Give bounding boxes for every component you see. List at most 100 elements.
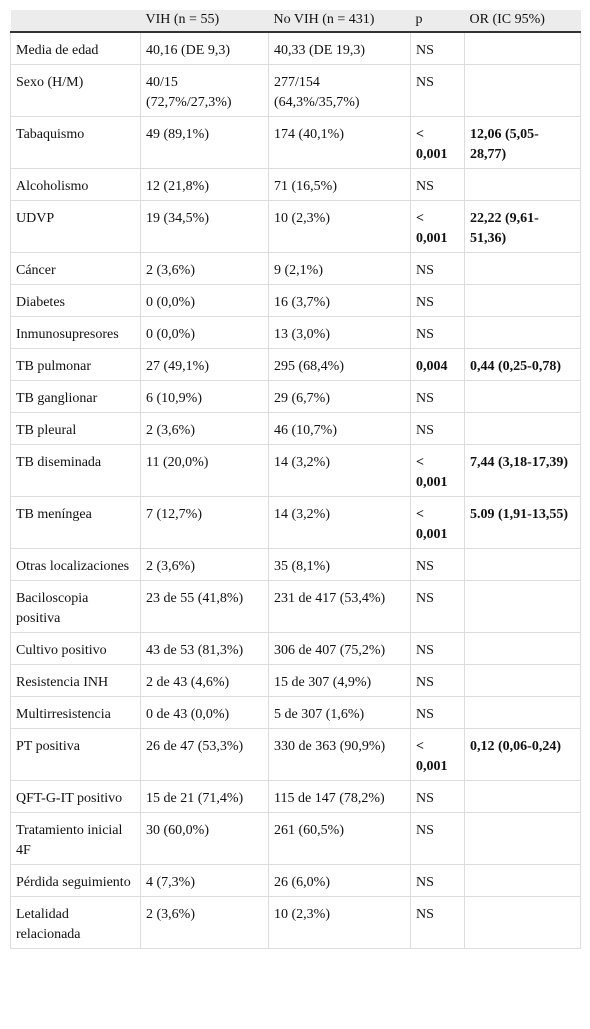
header-row: VIH (n = 55) No VIH (n = 431) p OR (IC 95%) bbox=[10, 10, 581, 33]
header-cell: p bbox=[410, 10, 465, 33]
table-cell: 306 de 407 (75,2%) bbox=[268, 632, 411, 665]
table-row: PT positiva 26 de 47 (53,3%) 330 de 363 (9… bbox=[10, 728, 581, 781]
table-cell: 26 (6,0%) bbox=[268, 864, 411, 897]
data-table: VIH (n = 55) No VIH (n = 431) p OR (IC 95%)… bbox=[10, 10, 581, 949]
table-cell: 231 de 417 (53,4%) bbox=[268, 580, 411, 633]
table-cell: 4 (7,3%) bbox=[140, 864, 269, 897]
table-cell: NS bbox=[410, 64, 465, 117]
table-cell: 35 (8,1%) bbox=[268, 548, 411, 581]
row-label: TB diseminada bbox=[10, 444, 141, 497]
table-row: Letalidad relacionada 2 (3,6%) 10 (2,3%) NS bbox=[10, 896, 581, 949]
table-cell: 11 (20,0%) bbox=[140, 444, 269, 497]
table-row: Diabetes 0 (0,0%) 16 (3,7%) NS bbox=[10, 284, 581, 317]
table-row: TB diseminada 11 (20,0%) 14 (3,2%) < 0,001 7… bbox=[10, 444, 581, 497]
table-cell: 0 (0,0%) bbox=[140, 316, 269, 349]
table-cell: < 0,001 bbox=[410, 728, 465, 781]
table-cell: 15 de 307 (4,9%) bbox=[268, 664, 411, 697]
row-label: Diabetes bbox=[10, 284, 141, 317]
table-cell bbox=[464, 284, 581, 317]
table-cell bbox=[464, 632, 581, 665]
row-label: Letalidad relacionada bbox=[10, 896, 141, 949]
table-cell: < 0,001 bbox=[410, 200, 465, 253]
table-cell: 26 de 47 (53,3%) bbox=[140, 728, 269, 781]
table-cell: NS bbox=[410, 548, 465, 581]
table-cell: 2 (3,6%) bbox=[140, 548, 269, 581]
table-cell: 46 (10,7%) bbox=[268, 412, 411, 445]
row-label: Tabaquismo bbox=[10, 116, 141, 169]
table-cell bbox=[464, 380, 581, 413]
table-cell: NS bbox=[410, 580, 465, 633]
table-cell: 40,16 (DE 9,3) bbox=[140, 31, 269, 65]
table-cell: 2 (3,6%) bbox=[140, 896, 269, 949]
table-cell: NS bbox=[410, 284, 465, 317]
table-cell: 5.09 (1,91-13,55) bbox=[464, 496, 581, 549]
table-cell: 261 (60,5%) bbox=[268, 812, 411, 865]
table-cell: 71 (16,5%) bbox=[268, 168, 411, 201]
row-label: TB ganglionar bbox=[10, 380, 141, 413]
table-cell bbox=[464, 696, 581, 729]
table-cell: 2 (3,6%) bbox=[140, 412, 269, 445]
table-cell: 7 (12,7%) bbox=[140, 496, 269, 549]
table-row: TB pulmonar 27 (49,1%) 295 (68,4%) 0,004 0,4… bbox=[10, 348, 581, 381]
table-row: Tratamiento inicial 4F 30 (60,0%) 261 (60,… bbox=[10, 812, 581, 865]
table-cell: NS bbox=[410, 412, 465, 445]
table-row: Tabaquismo 49 (89,1%) 174 (40,1%) < 0,001 12… bbox=[10, 116, 581, 169]
table-cell: 330 de 363 (90,9%) bbox=[268, 728, 411, 781]
table-cell: < 0,001 bbox=[410, 444, 465, 497]
table-cell: 29 (6,7%) bbox=[268, 380, 411, 413]
table-cell: 0,12 (0,06-0,24) bbox=[464, 728, 581, 781]
table-cell: NS bbox=[410, 316, 465, 349]
row-label: TB pleural bbox=[10, 412, 141, 445]
table-cell bbox=[464, 864, 581, 897]
row-label: Cultivo positivo bbox=[10, 632, 141, 665]
table-cell bbox=[464, 168, 581, 201]
table-cell: 27 (49,1%) bbox=[140, 348, 269, 381]
table-cell: 40,33 (DE 19,3) bbox=[268, 31, 411, 65]
table-row: Media de edad 40,16 (DE 9,3) 40,33 (DE 19,… bbox=[10, 31, 581, 65]
row-label: Resistencia INH bbox=[10, 664, 141, 697]
table-cell: NS bbox=[410, 664, 465, 697]
table-cell: NS bbox=[410, 812, 465, 865]
header-cell bbox=[10, 10, 141, 33]
table-cell bbox=[464, 64, 581, 117]
header-cell: OR (IC 95%) bbox=[464, 10, 581, 33]
table-cell bbox=[464, 812, 581, 865]
table-cell bbox=[464, 252, 581, 285]
row-label: Multirresistencia bbox=[10, 696, 141, 729]
header-cell: VIH (n = 55) bbox=[140, 10, 269, 33]
table-cell: 15 de 21 (71,4%) bbox=[140, 780, 269, 813]
table-cell: NS bbox=[410, 696, 465, 729]
table-cell: 49 (89,1%) bbox=[140, 116, 269, 169]
row-label: Baciloscopia positiva bbox=[10, 580, 141, 633]
table-row: TB ganglionar 6 (10,9%) 29 (6,7%) NS bbox=[10, 380, 581, 413]
table-cell: 43 de 53 (81,3%) bbox=[140, 632, 269, 665]
table-row: Multirresistencia 0 de 43 (0,0%) 5 de 307 … bbox=[10, 696, 581, 729]
table-cell: 40/15 (72,7%/27,3%) bbox=[140, 64, 269, 117]
table-cell: NS bbox=[410, 31, 465, 65]
table-row: Inmunosupresores 0 (0,0%) 13 (3,0%) NS bbox=[10, 316, 581, 349]
table-cell bbox=[464, 780, 581, 813]
table-row: Alcoholismo 12 (21,8%) 71 (16,5%) NS bbox=[10, 168, 581, 201]
table-cell: NS bbox=[410, 380, 465, 413]
table-cell: 16 (3,7%) bbox=[268, 284, 411, 317]
row-label: Inmunosupresores bbox=[10, 316, 141, 349]
table-cell: 10 (2,3%) bbox=[268, 896, 411, 949]
row-label: Tratamiento inicial 4F bbox=[10, 812, 141, 865]
table-row: Cultivo positivo 43 de 53 (81,3%) 306 de 4… bbox=[10, 632, 581, 665]
table-cell: 14 (3,2%) bbox=[268, 496, 411, 549]
table-cell: 22,22 (9,61-51,36) bbox=[464, 200, 581, 253]
table-row: TB pleural 2 (3,6%) 46 (10,7%) NS bbox=[10, 412, 581, 445]
table-row: UDVP 19 (34,5%) 10 (2,3%) < 0,001 22,22 (9,6… bbox=[10, 200, 581, 253]
table-cell: 12,06 (5,05-28,77) bbox=[464, 116, 581, 169]
row-label: QFT-G-IT positivo bbox=[10, 780, 141, 813]
table-cell: NS bbox=[410, 864, 465, 897]
table-cell: 0 (0,0%) bbox=[140, 284, 269, 317]
table-cell: 14 (3,2%) bbox=[268, 444, 411, 497]
table-cell bbox=[464, 412, 581, 445]
table-cell: 0 de 43 (0,0%) bbox=[140, 696, 269, 729]
table-cell: 174 (40,1%) bbox=[268, 116, 411, 169]
row-label: Pérdida seguimiento bbox=[10, 864, 141, 897]
table-cell: 0,004 bbox=[410, 348, 465, 381]
row-label: Media de edad bbox=[10, 31, 141, 65]
